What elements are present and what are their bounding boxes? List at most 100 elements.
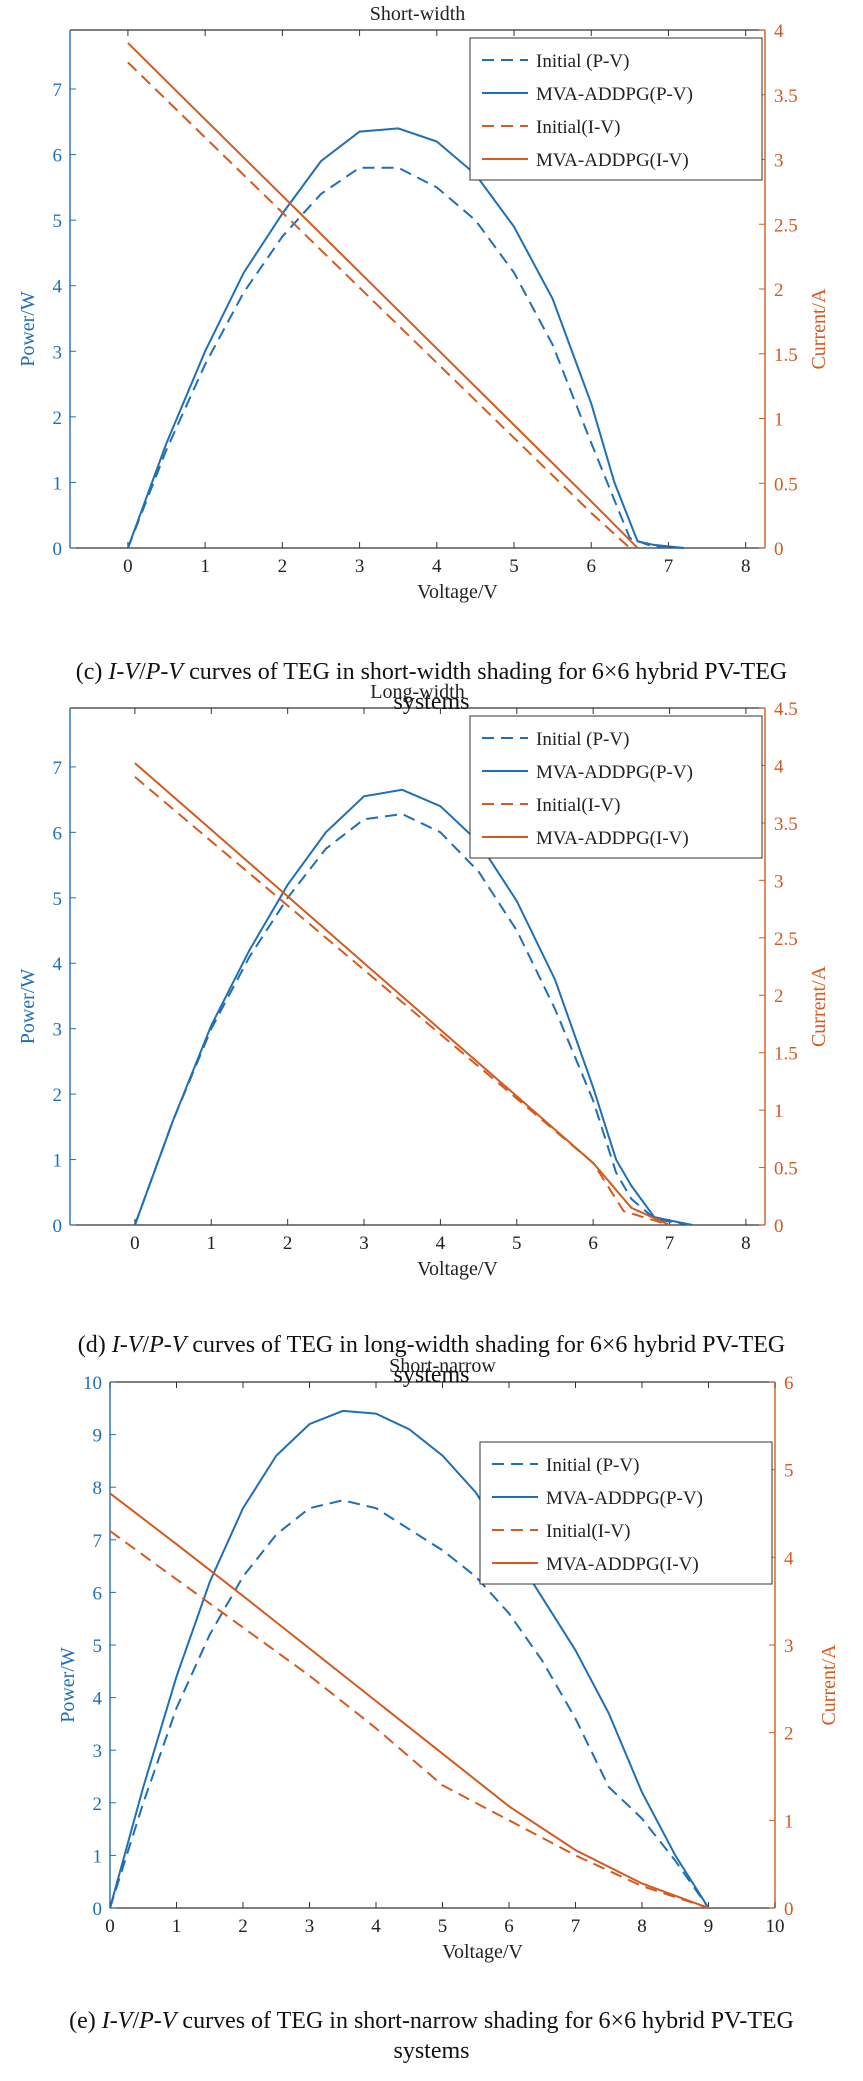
- caption-d-lead: (d): [77, 1332, 112, 1358]
- x-tick-label: 9: [704, 1916, 714, 1937]
- y-left-tick-label: 3: [53, 1020, 63, 1041]
- caption-c-slash: /: [139, 659, 146, 685]
- y-left-tick-label: 6: [93, 1583, 103, 1604]
- caption-e-text: curves of TEG in short-narrow shading fo…: [176, 2008, 794, 2034]
- y-right-tick-label: 1.5: [774, 345, 798, 366]
- legend-box: [479, 1441, 773, 1585]
- y-left-tick-label: 1: [93, 1846, 103, 1867]
- series-line-initial-i-v-: [127, 61, 631, 549]
- x-tick-label: 7: [664, 556, 674, 577]
- x-axis-label: Voltage/V: [417, 581, 498, 603]
- legend-label: Initial(I-V): [536, 117, 620, 138]
- x-tick-label: 5: [512, 1233, 522, 1254]
- y-right-tick-label: 4: [774, 756, 784, 777]
- y-right-tick-label: 2.5: [774, 215, 798, 236]
- caption-c: (c) I-V/P-V curves of TEG in short-width…: [0, 657, 863, 717]
- caption-c-lead: (c): [75, 659, 109, 685]
- y-left-tick-label: 10: [83, 1373, 102, 1394]
- y-right-tick-label: 4: [784, 1548, 794, 1569]
- x-tick-label: 3: [359, 1233, 369, 1254]
- chart-d: Long-width 0 1 2 3 4 5 6 7 8 0 1 2 3 4 5 6 7 0 0.5 1 1.5 2 2.5 3…: [17, 681, 830, 1280]
- y-axis-left-label: Power/W: [17, 969, 39, 1045]
- y-right-tick-label: 3.5: [774, 814, 798, 835]
- y-left-tick-label: 4: [53, 277, 63, 298]
- y-left-tick-label: 2: [93, 1794, 103, 1815]
- x-tick-label: 4: [436, 1233, 446, 1254]
- legend-label: Initial (P-V): [546, 1455, 639, 1476]
- y-axis-right-label: Current/A: [808, 288, 830, 370]
- y-right-tick-label: 0.5: [774, 1159, 798, 1180]
- legend-label: MVA-ADDPG(I-V): [546, 1554, 699, 1575]
- x-tick-label: 5: [509, 556, 519, 577]
- x-tick-label: 6: [587, 556, 597, 577]
- series-line-mva-addpg-i-v-: [134, 762, 670, 1226]
- series-line-mva-addpg-i-v-: [109, 1492, 709, 1909]
- y-left-tick-label: 4: [93, 1689, 103, 1710]
- x-tick-label: 2: [283, 1233, 293, 1254]
- series-line-initial-p-v-: [133, 812, 693, 1226]
- y-axis-left-label: Power/W: [57, 1647, 79, 1723]
- x-tick-label: 10: [766, 1916, 785, 1937]
- y-right-tick-label: 2: [774, 986, 784, 1007]
- y-right-tick-label: 1: [774, 1101, 784, 1122]
- y-right-tick-label: 3: [784, 1636, 794, 1657]
- y-left-tick-label: 7: [53, 80, 63, 101]
- y-left-tick-label: 0: [93, 1899, 103, 1920]
- legend-label: MVA-ADDPG(P-V): [536, 762, 693, 783]
- y-left-tick-label: 9: [93, 1426, 103, 1447]
- caption-d-text: curves of TEG in long-width shading for …: [186, 1332, 786, 1358]
- y-right-tick-label: 3: [774, 151, 784, 172]
- chart-title: Short-width: [370, 3, 466, 25]
- y-right-tick-label: 0.5: [774, 474, 798, 495]
- chart-title: Long-width: [370, 681, 464, 703]
- x-axis-label: Voltage/V: [417, 1258, 498, 1280]
- y-left-tick-label: 4: [53, 954, 63, 975]
- y-left-tick-label: 1: [53, 473, 63, 494]
- y-right-tick-label: 3.5: [774, 86, 798, 107]
- x-tick-label: 8: [741, 1233, 751, 1254]
- caption-d-iv: I-V: [111, 1332, 143, 1358]
- y-right-tick-label: 0: [774, 539, 784, 560]
- legend-box: [469, 37, 763, 181]
- x-tick-label: 4: [371, 1916, 381, 1937]
- caption-e-pv: P-V: [139, 2008, 177, 2034]
- x-tick-label: 6: [504, 1916, 514, 1937]
- y-left-tick-label: 3: [93, 1741, 103, 1762]
- caption-c-pv: P-V: [145, 659, 184, 685]
- legend-label: Initial(I-V): [546, 1521, 630, 1542]
- y-right-tick-label: 1: [774, 410, 784, 431]
- legend-label: MVA-ADDPG(P-V): [546, 1488, 703, 1509]
- y-right-tick-label: 6: [784, 1373, 794, 1394]
- caption-d-slash: /: [142, 1332, 150, 1358]
- x-tick-label: 3: [305, 1916, 315, 1937]
- x-tick-label: 1: [172, 1916, 182, 1937]
- caption-e-line2: systems: [393, 2038, 470, 2064]
- y-right-tick-label: 1.5: [774, 1044, 798, 1065]
- x-tick-label: 6: [588, 1233, 598, 1254]
- x-tick-label: 0: [130, 1233, 140, 1254]
- x-tick-label: 8: [741, 556, 751, 577]
- legend-label: Initial(I-V): [536, 795, 620, 816]
- y-axis-left-label: Power/W: [17, 291, 39, 367]
- x-axis-label: Voltage/V: [442, 1941, 523, 1963]
- series-line-mva-addpg-p-v-: [126, 127, 685, 549]
- y-left-tick-label: 8: [93, 1478, 103, 1499]
- chart-title: Short-narrow: [389, 1355, 496, 1377]
- y-right-tick-label: 1: [784, 1811, 794, 1832]
- x-tick-label: 1: [200, 556, 210, 577]
- caption-e-lead: (e): [69, 2008, 102, 2034]
- y-right-tick-label: 4: [774, 21, 784, 42]
- y-left-tick-label: 7: [53, 758, 63, 779]
- x-tick-label: 5: [438, 1916, 448, 1937]
- y-right-tick-label: 0: [784, 1899, 794, 1920]
- y-axis-right-label: Current/A: [808, 965, 830, 1047]
- caption-c-text: curves of TEG in short-width shading for…: [183, 659, 788, 685]
- x-tick-label: 0: [123, 556, 133, 577]
- series-line-initial-i-v-: [134, 776, 670, 1226]
- y-left-tick-label: 7: [93, 1531, 103, 1552]
- chart-c: Short-width 0 1 2 3 4 5 6 7 8 0 1 2 3 4 5 6 7 0 0.5 1 1.5 2 2.5…: [17, 3, 830, 603]
- y-left-tick-label: 6: [53, 823, 63, 844]
- caption-d-pv: P-V: [149, 1332, 187, 1358]
- x-tick-label: 3: [355, 556, 365, 577]
